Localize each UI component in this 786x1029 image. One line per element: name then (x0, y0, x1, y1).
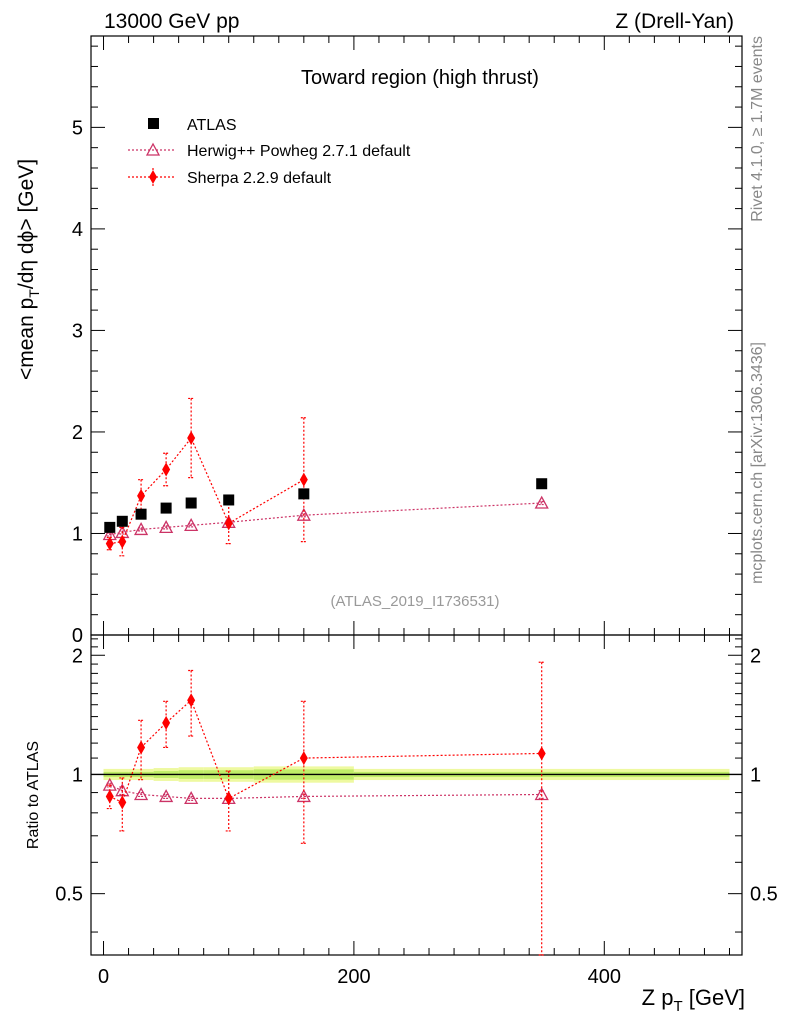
atlas-data-point (135, 508, 147, 520)
main-y-axis-label-text: <mean pT/dη dϕ> [GeV] (15, 159, 42, 380)
sherpa-marker (118, 534, 127, 549)
main-panel: 0 1 2 3 4 5 Toward region (high thrust) (ATLA… (15, 35, 743, 647)
legend-label-herwig: Herwig++ Powheg 2.7.1 default (187, 143, 411, 160)
sherpa-marker (187, 431, 196, 446)
herwig-marker (184, 517, 199, 532)
legend-label-atlas: ATLAS (187, 117, 237, 134)
ratio-panel-frame (90, 634, 743, 956)
main-ytick-label: 3 (72, 320, 83, 342)
sherpa-marker (162, 715, 171, 730)
x-tick-label: 400 (588, 966, 621, 988)
herwig-ratio-line (109, 784, 542, 800)
ratio-uncertainty-band (91, 766, 742, 783)
ratio-ytick-label-right: 2 (750, 645, 761, 667)
herwig-marker (159, 789, 174, 803)
sherpa-marker (537, 746, 546, 761)
x-tick-label: 200 (337, 966, 370, 988)
sherpa-marker (299, 751, 308, 766)
main-ytick-label: 4 (72, 219, 83, 241)
atlas-data-point (160, 502, 172, 514)
x-axis-label: Z pT [GeV] (642, 985, 745, 1015)
main-ytick-label: 1 (72, 523, 83, 545)
atlas-data-point (116, 515, 128, 527)
herwig-marker (133, 787, 149, 801)
herwig-marker (534, 495, 549, 509)
main-axis-ticks: 0 1 2 3 4 5 (72, 36, 742, 647)
herwig-marker (159, 520, 174, 534)
sherpa-marker (299, 472, 308, 487)
legend-label-sherpa: Sherpa 2.2.9 default (187, 170, 332, 187)
ratio-ytick-label-right: 0.5 (750, 884, 778, 906)
atlas-data-point (185, 497, 197, 509)
main-y-axis-label: <mean pT/dη dϕ> [GeV] (15, 159, 42, 380)
header-left-label: 13000 GeV pp (104, 10, 239, 33)
main-series-layer (102, 397, 549, 557)
herwig-marker (184, 791, 199, 805)
atlas-data-point (536, 478, 548, 490)
herwig-marker (296, 507, 311, 521)
header-right-label: Z (Drell-Yan) (615, 10, 734, 33)
atlas-data-point (104, 521, 116, 533)
ratio-y-axis-label: Ratio to ATLAS (25, 741, 42, 849)
ratio-ytick-label-right: 1 (750, 764, 761, 786)
x-axis-label-text: Z pT [GeV] (642, 985, 745, 1015)
sherpa-marker (162, 462, 171, 477)
ratio-axis-ticks: 0.5 0.5 1 1 2 2 0 200 400 (55, 635, 778, 988)
sherpa-marker (118, 795, 127, 810)
atlas-data-point (298, 488, 310, 500)
legend: ATLAS Herwig++ Powheg 2.7.1 default Sher… (128, 117, 411, 187)
sherpa-ratio-line (109, 699, 542, 804)
sherpa-marker (137, 488, 146, 503)
sherpa-marker (137, 740, 146, 755)
ratio-ytick-label: 0.5 (55, 884, 83, 906)
watermark-label: (ATLAS_2019_I1736531) (330, 593, 499, 610)
legend-marker-atlas (148, 118, 159, 129)
ratio-ytick-label: 2 (72, 645, 83, 667)
ratio-series-layer (102, 661, 549, 956)
main-title: Toward region (high thrust) (301, 67, 539, 89)
atlas-data-point (223, 494, 235, 506)
ratio-ytick-label: 1 (72, 764, 83, 786)
sherpa-marker (105, 536, 114, 551)
mcplots-label: mcplots.cern.ch [arXiv:1306.3436] (749, 342, 766, 584)
sherpa-marker (224, 791, 233, 806)
sherpa-marker (187, 693, 196, 708)
rivet-version-label: Rivet 4.1.0, ≥ 1.7M events (749, 36, 766, 222)
herwig-line (109, 502, 542, 536)
main-ytick-label: 2 (72, 422, 83, 444)
sherpa-marker (224, 516, 233, 531)
main-ytick-label: 0 (72, 625, 83, 647)
x-tick-label: 0 (98, 966, 109, 988)
herwig-marker (133, 522, 149, 536)
legend-marker-herwig (145, 142, 161, 156)
ratio-panel: 0.5 0.5 1 1 2 2 0 200 400 Ratio to ATLAS Z pT [G… (25, 634, 778, 1015)
legend-marker-sherpa (149, 170, 157, 184)
sherpa-marker (105, 789, 114, 804)
main-ytick-label: 5 (72, 117, 83, 139)
